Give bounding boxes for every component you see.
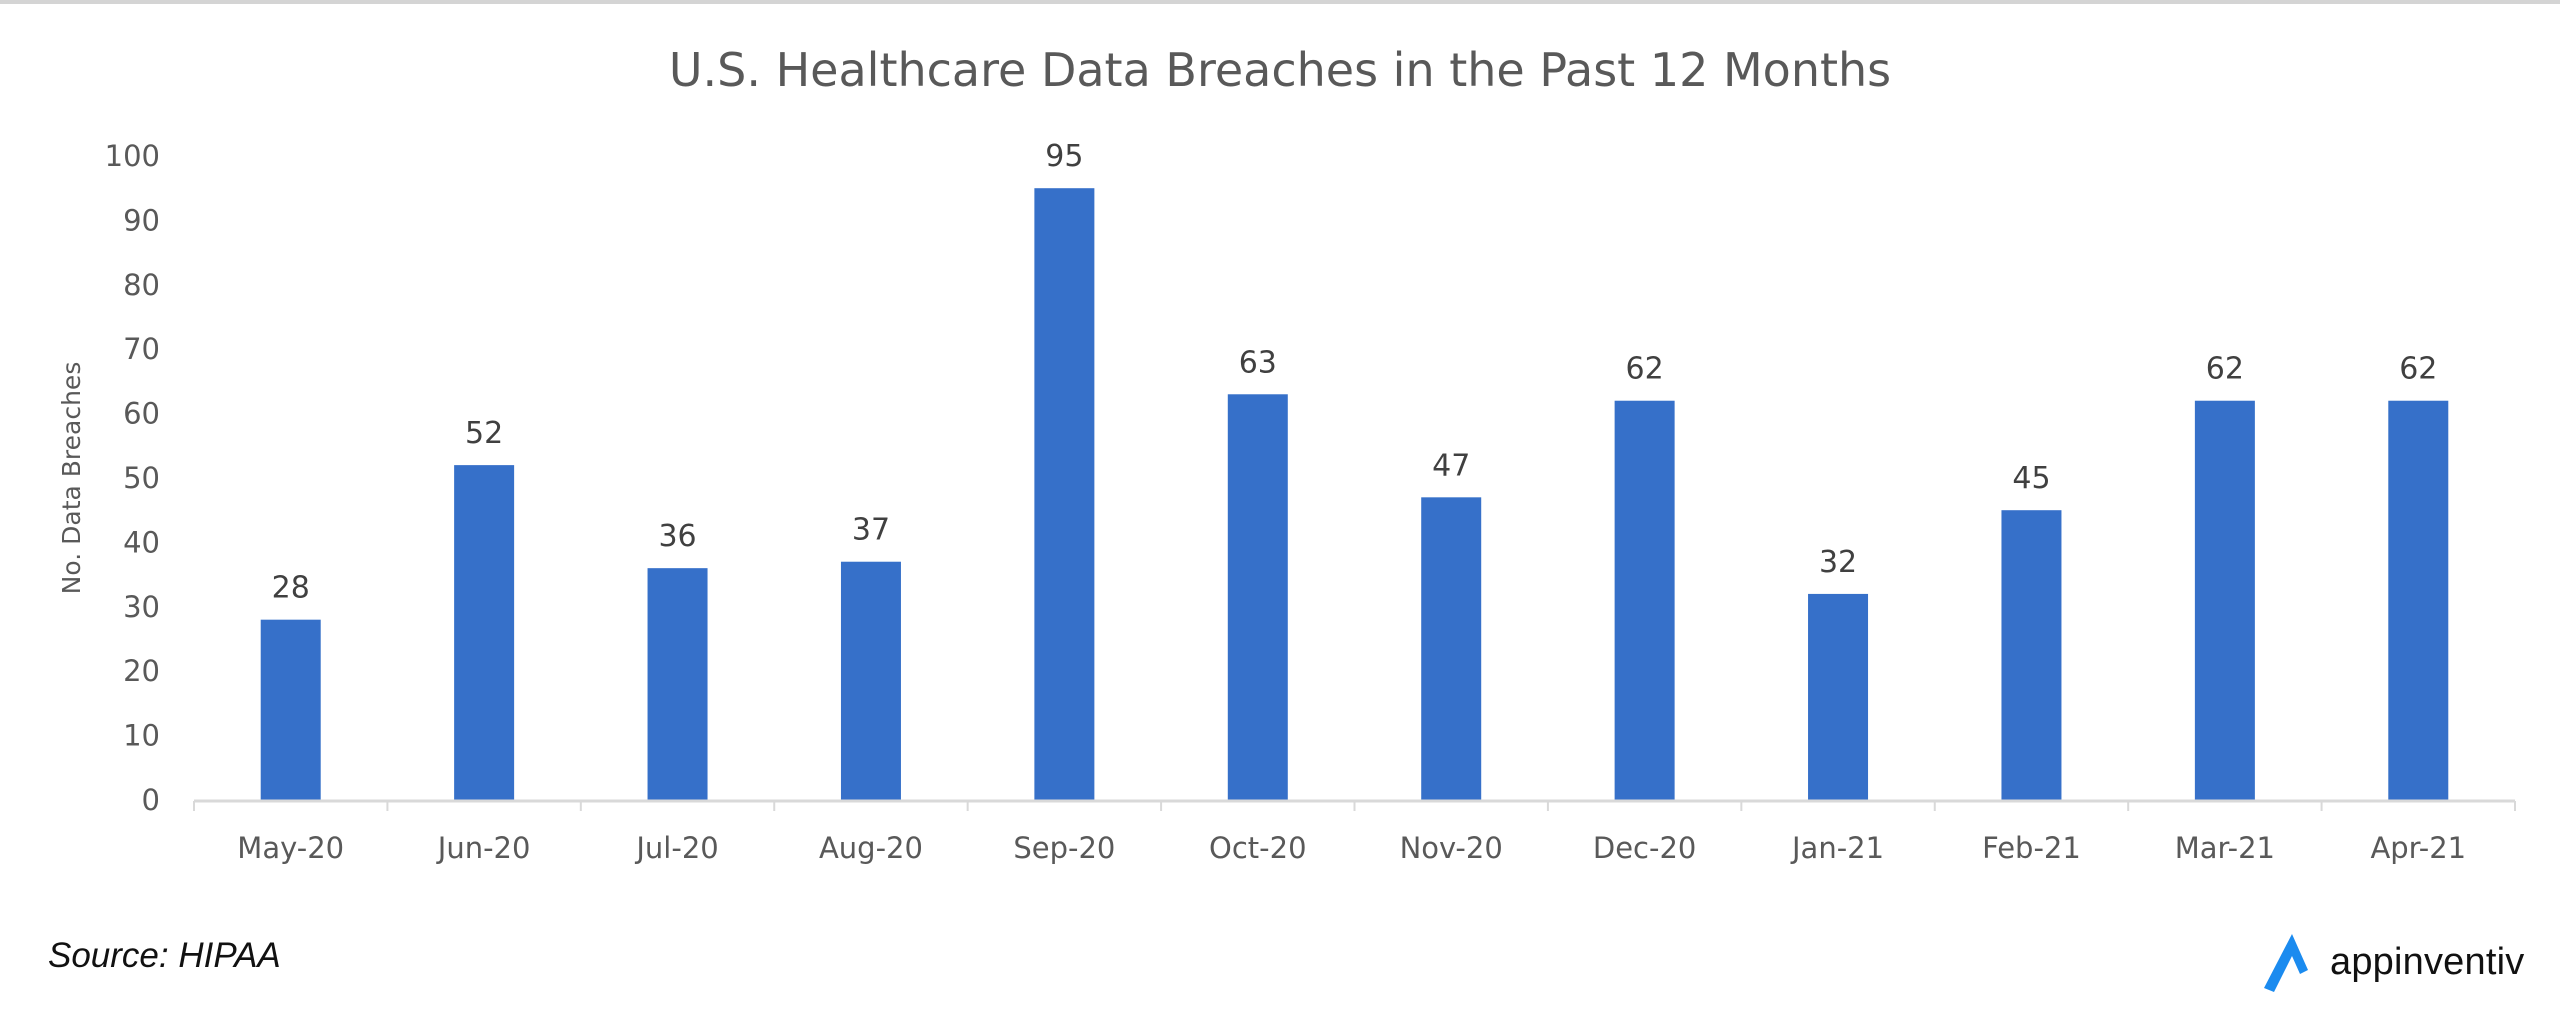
bar-nov-20 — [1421, 497, 1482, 800]
x-tick-label: Dec-20 — [1593, 831, 1696, 865]
x-tick-label: Aug-20 — [819, 831, 923, 865]
bar-oct-20 — [1227, 394, 1288, 800]
bar-sep-20 — [1034, 188, 1095, 800]
x-tick-label: Nov-20 — [1400, 831, 1503, 865]
source-note: Source: HIPAA — [48, 936, 281, 975]
top-border — [0, 0, 2560, 4]
y-tick-label: 60 — [123, 397, 160, 431]
y-axis: 0 10 20 30 40 50 60 70 80 90 100 — [105, 139, 160, 817]
chart-title: U.S. Healthcare Data Breaches in the Pas… — [669, 43, 1891, 97]
bar-jan-21 — [1808, 593, 1869, 800]
y-tick-label: 100 — [105, 139, 160, 173]
x-tick-label: Mar-21 — [2175, 831, 2275, 865]
bar-jun-20 — [454, 465, 515, 800]
x-tick-label: Sep-20 — [1013, 831, 1115, 865]
y-tick-label: 70 — [123, 332, 160, 366]
appinventiv-logo-icon — [2264, 934, 2308, 992]
bar-chart: U.S. Healthcare Data Breaches in the Pas… — [57, 43, 2516, 865]
y-tick-label: 50 — [123, 461, 160, 495]
y-tick-label: 30 — [123, 590, 160, 624]
data-label: 28 — [272, 571, 310, 606]
data-label: 62 — [1626, 352, 1664, 387]
data-label: 52 — [465, 416, 503, 451]
x-tick-label: Apr-21 — [2370, 831, 2466, 865]
y-tick-label: 0 — [142, 783, 160, 817]
bar-mar-21 — [2194, 400, 2255, 800]
y-axis-title: No. Data Breaches — [57, 362, 86, 595]
y-tick-label: 80 — [123, 268, 160, 302]
data-label: 36 — [658, 519, 696, 554]
x-tick-label: Jun-20 — [436, 831, 531, 865]
bar-jul-20 — [647, 568, 708, 800]
data-label: 32 — [1819, 545, 1857, 580]
y-tick-label: 90 — [123, 203, 160, 237]
x-tick-label: Oct-20 — [1209, 831, 1307, 865]
bar-aug-20 — [840, 561, 901, 800]
x-tick-label: Jul-20 — [634, 831, 718, 865]
data-label: 47 — [1432, 448, 1470, 483]
x-tick-label: May-20 — [237, 831, 344, 865]
appinventiv-logo: appinventiv — [2262, 930, 2524, 994]
bar-feb-21 — [2001, 510, 2062, 800]
bar-may-20 — [260, 619, 321, 800]
logo-text: appinventiv — [2330, 940, 2525, 983]
data-label: 45 — [2012, 461, 2050, 496]
x-tick-label: Jan-21 — [1790, 831, 1884, 865]
data-label: 62 — [2206, 352, 2244, 387]
y-tick-label: 20 — [123, 654, 160, 688]
bars-group — [260, 188, 2449, 800]
data-labels-group: 28 52 36 37 95 63 47 62 32 45 62 62 — [272, 139, 2438, 605]
y-tick-label: 40 — [123, 525, 160, 559]
x-axis: May-20 Jun-20 Jul-20 Aug-20 Sep-20 Oct-20 Nov-… — [193, 799, 2516, 865]
data-label: 63 — [1239, 345, 1277, 380]
y-tick-label: 10 — [123, 719, 160, 753]
bar-apr-21 — [2388, 400, 2449, 800]
data-label: 62 — [2399, 352, 2437, 387]
x-tick-label: Feb-21 — [1982, 831, 2081, 865]
data-label: 95 — [1045, 139, 1083, 174]
bar-dec-20 — [1614, 400, 1675, 800]
data-label: 37 — [852, 513, 890, 548]
